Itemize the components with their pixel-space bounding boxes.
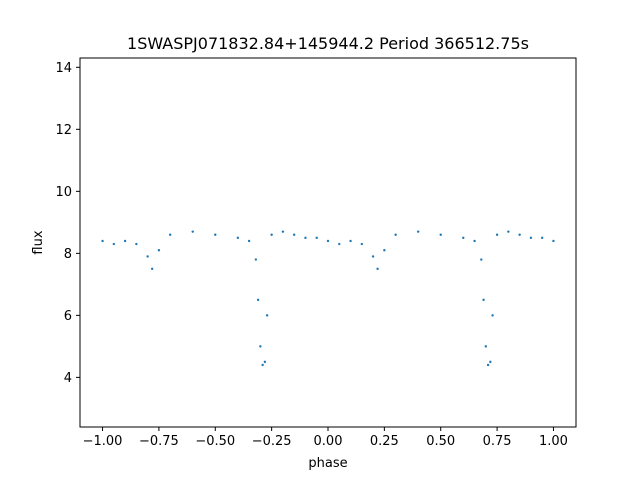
data-point xyxy=(489,360,492,364)
data-point xyxy=(552,239,555,243)
x-tick-label: −0.25 xyxy=(252,434,292,449)
y-tick-label: 10 xyxy=(55,185,72,200)
data-point xyxy=(473,239,476,243)
data-point xyxy=(168,233,172,236)
data-point xyxy=(261,363,264,367)
y-tick-label: 8 xyxy=(64,247,72,262)
x-tick-label: 0.00 xyxy=(314,434,343,449)
data-point xyxy=(157,249,161,252)
scatter-points xyxy=(101,230,555,367)
x-tick-label: 0.75 xyxy=(483,434,512,449)
data-point xyxy=(518,233,521,236)
data-point xyxy=(263,360,267,364)
x-tick-label: −1.00 xyxy=(83,434,123,449)
data-point xyxy=(236,236,240,240)
data-point xyxy=(292,233,296,236)
data-point xyxy=(394,233,397,236)
data-point xyxy=(315,236,318,240)
data-point xyxy=(507,230,510,233)
y-tick-label: 12 xyxy=(55,123,72,138)
data-point xyxy=(480,258,483,261)
x-tick-label: 1.00 xyxy=(539,434,568,449)
plot-frame xyxy=(79,57,577,428)
x-tick-label: −0.75 xyxy=(139,434,179,449)
data-point xyxy=(214,233,217,236)
data-point xyxy=(482,298,485,302)
data-point xyxy=(270,233,273,236)
data-point xyxy=(383,249,386,252)
data-point xyxy=(191,230,194,233)
x-tick-label: 0.25 xyxy=(370,434,399,449)
y-axis: 4 6 8 10 12 14 xyxy=(55,61,80,386)
data-point xyxy=(150,267,154,271)
data-point xyxy=(439,233,442,236)
data-point xyxy=(416,230,420,233)
data-point xyxy=(529,236,533,240)
y-tick-label: 4 xyxy=(64,371,72,386)
data-point xyxy=(304,236,307,240)
data-point xyxy=(259,345,262,348)
y-axis-label: flux xyxy=(31,230,46,254)
data-point xyxy=(101,239,104,243)
data-point xyxy=(254,258,258,261)
y-tick-label: 6 xyxy=(64,309,72,324)
y-tick-label: 14 xyxy=(55,61,72,76)
data-point xyxy=(491,314,494,317)
data-point xyxy=(146,255,149,258)
data-point xyxy=(360,242,364,246)
data-point xyxy=(112,242,116,246)
data-point xyxy=(247,239,251,243)
data-point xyxy=(123,239,127,243)
data-point xyxy=(256,298,260,302)
chart-title: 1SWASPJ071832.84+145944.2 Period 366512.… xyxy=(127,34,529,53)
data-point xyxy=(484,345,488,348)
data-point xyxy=(281,230,285,233)
data-point xyxy=(376,267,379,271)
data-point xyxy=(462,236,465,240)
data-point xyxy=(265,314,269,317)
data-point xyxy=(135,242,138,246)
x-axis: −1.00 −0.75 −0.50 −0.25 0.00 0.25 0.50 0.75 1.00 xyxy=(83,427,568,449)
data-point xyxy=(338,242,341,246)
data-point xyxy=(540,236,544,240)
data-point xyxy=(371,255,375,258)
data-point xyxy=(495,233,499,236)
x-tick-label: −0.50 xyxy=(195,434,235,449)
x-axis-label: phase xyxy=(308,456,347,471)
data-point xyxy=(486,363,490,367)
x-tick-label: 0.50 xyxy=(426,434,455,449)
data-point xyxy=(326,239,330,243)
data-point xyxy=(349,239,352,243)
